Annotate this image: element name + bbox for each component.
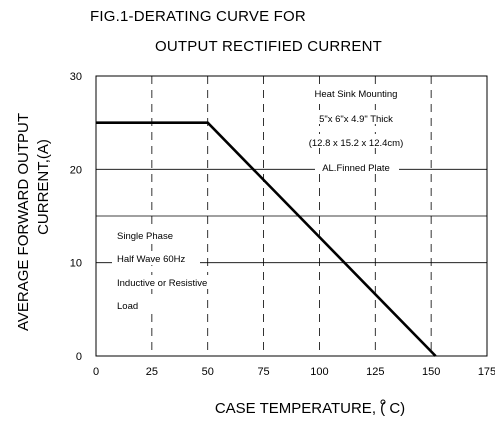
annotation-conditions-line4: Load [117,301,138,312]
annotation-conditions-line2: Half Wave 60Hz [117,254,186,265]
y-tick-label-20: 20 [70,164,82,176]
y-tick-label-10: 10 [70,258,82,270]
y-axis-label-line1: AVERAGE FORWARD OUTPUT [15,113,32,331]
chart-title-line1: FIG.1-DERATING CURVE FOR [90,8,306,25]
y-axis-label-line2: CURRENT,(A) [35,139,52,235]
x-axis-ticks: 0 25 50 75 100 125 150 175 [93,366,495,378]
degree-symbol [380,399,386,405]
x-tick-label-150: 150 [422,366,440,378]
x-tick-label-25: 25 [146,366,158,378]
x-tick-label-50: 50 [202,366,214,378]
series-layer [96,121,437,357]
x-axis-label: CASE TEMPERATURE, ( C) [215,400,405,417]
chart-title-line2: OUTPUT RECTIFIED CURRENT [155,38,383,55]
annotation-heat-sink-line3: (12.8 x 15.2 x 12.4cm) [309,138,404,149]
annotation-conditions-line3: Inductive or Resistive [117,278,207,289]
y-tick-label-30: 30 [70,71,82,83]
series-line-0 [96,121,437,357]
annotation-conditions: Single Phase Half Wave 60Hz Inductive or… [112,228,230,312]
annotation-heat-sink: Heat Sink Mounting 5"x 6"x 4.9" Thick (1… [296,86,416,174]
x-tick-label-0: 0 [93,366,99,378]
annotation-conditions-line1: Single Phase [117,231,173,242]
annotation-heat-sink-line4: AL.Finned Plate [322,163,390,174]
y-tick-label-0: 0 [76,351,82,363]
x-tick-label-100: 100 [310,366,328,378]
y-axis-ticks: 0 10 20 30 [70,71,82,363]
x-tick-label-125: 125 [366,366,384,378]
annotation-heat-sink-line2: 5"x 6"x 4.9" Thick [319,114,393,125]
plot-area-frame [95,75,488,357]
annotation-heat-sink-line1: Heat Sink Mounting [315,89,398,100]
grid [96,76,487,356]
x-tick-label-175: 175 [478,366,495,378]
x-tick-label-75: 75 [257,366,269,378]
